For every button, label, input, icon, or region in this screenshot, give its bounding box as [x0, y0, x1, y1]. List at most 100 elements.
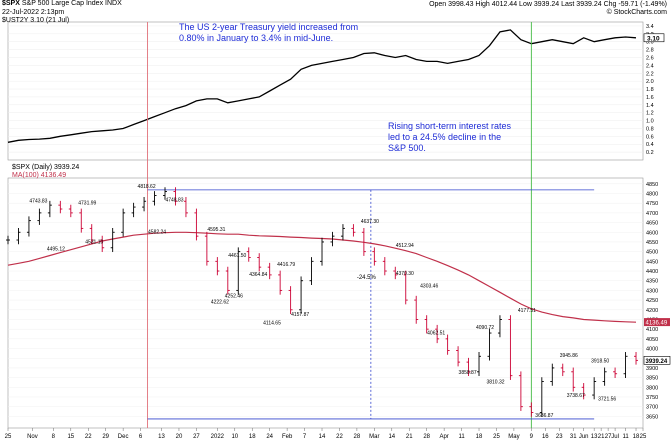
- price-data-label: 4222.62: [211, 299, 229, 305]
- price-bar: [340, 224, 345, 241]
- price-tick-label: 4300: [646, 288, 658, 294]
- x-tick-label: 18: [249, 434, 256, 440]
- x-tick-label: 29: [102, 434, 109, 440]
- price-bar: [194, 208, 199, 241]
- x-tick-label: 13: [158, 434, 165, 440]
- price-data-label: 3918.50: [591, 358, 609, 364]
- annotation-upper: The US 2-year Treasury yield increased f…: [179, 22, 359, 43]
- price-tick-label: 4700: [646, 211, 658, 217]
- x-tick-label: 27: [193, 434, 200, 440]
- price-data-label: 4252.46: [225, 294, 243, 300]
- quote-chg: -59.71 (-1.49%): [618, 1, 667, 8]
- price-bar: [6, 235, 10, 245]
- price-tick-label: 4750: [646, 201, 658, 207]
- price-data-label: 3721.56: [598, 397, 616, 403]
- x-tick-label: 14: [319, 434, 326, 440]
- price-bar: [518, 371, 523, 411]
- price-bar: [131, 202, 136, 218]
- price-bar: [456, 346, 461, 367]
- price-tick-label: 4450: [646, 259, 658, 265]
- price-tick-label: 3700: [646, 405, 658, 411]
- price-bar: [382, 257, 387, 276]
- price-bar: [361, 228, 366, 256]
- x-tick-label: 25: [5, 434, 12, 440]
- price-tick-label: 4850: [646, 182, 658, 188]
- price-bar: [508, 315, 513, 380]
- price-data-label: 3636.87: [535, 413, 553, 419]
- price-data-label: 4637.30: [361, 219, 379, 225]
- price-tick-label: 4650: [646, 221, 658, 227]
- chart-date: 22-Jul-2022 2:13pm: [2, 9, 65, 16]
- price-bar: [372, 247, 377, 266]
- price-tick-label: 3800: [646, 385, 658, 391]
- price-tick-label: 4350: [646, 279, 658, 285]
- symbol-name: S&P 500 Large Cap Index: [21, 0, 104, 7]
- price-data-label: 4364.84: [249, 272, 267, 278]
- x-tick-label: 10: [231, 434, 238, 440]
- x-axis: 25 Nov 8 15 22 29 Dec 6 13 20 27 2022 10 18 24 Feb 7 14 22…: [5, 428, 647, 440]
- price-bar: [257, 253, 262, 272]
- quote-high: 4012.44: [491, 1, 518, 8]
- x-tick-label: Dec: [118, 434, 129, 440]
- price-bar: [393, 266, 398, 280]
- annotation-lower: Rising short-term interest rates led to …: [388, 121, 512, 153]
- price-bar: [581, 383, 586, 400]
- price-data-label: 3810.32: [486, 379, 504, 385]
- price-bar: [47, 200, 52, 218]
- x-tick-label: 18: [633, 434, 640, 440]
- price-data-label: 4731.99: [78, 201, 96, 207]
- price-frame: [7, 177, 644, 429]
- price-data-label: 4416.79: [277, 262, 295, 268]
- price-bar: [309, 257, 314, 285]
- price-data-label: 4748.83: [165, 197, 183, 203]
- price-bar: [445, 334, 450, 355]
- price-bar: [424, 315, 429, 334]
- price-bar: [100, 235, 105, 253]
- price-bar: [215, 257, 220, 276]
- yield-tick-label: 1.4: [646, 103, 654, 109]
- price-bar: [634, 352, 639, 365]
- x-tick-label: 2022: [211, 434, 225, 440]
- yield-tick-label: 3.4: [646, 24, 654, 30]
- chart-title: $SPX S&P 500 Large Cap Index INDX: [2, 0, 122, 7]
- yield-tick-label: 2.4: [646, 63, 654, 69]
- price-bar: [278, 270, 283, 295]
- quote-open: 3998.43: [448, 1, 474, 8]
- symbol: $SPX: [2, 0, 20, 7]
- x-tick-label: May: [508, 434, 519, 440]
- price-tick-label: 3650: [646, 414, 658, 420]
- price-bar: [173, 187, 178, 206]
- yield-frame: [7, 21, 644, 161]
- yield-tick-label: 2.0: [646, 79, 654, 85]
- x-tick-label: Mar: [369, 434, 379, 440]
- price-bar: [183, 196, 188, 218]
- price-data-label: 4495.12: [47, 247, 65, 253]
- price-tick-label: 3750: [646, 395, 658, 401]
- x-tick-label: 11: [622, 434, 629, 440]
- price-legend: $SPX (Daily) 3939.24: [12, 164, 80, 171]
- price-tick-label: 4250: [646, 298, 658, 304]
- price-bar: [592, 377, 597, 400]
- price-tick-label: 4550: [646, 240, 658, 246]
- price-bar: [539, 377, 544, 417]
- price-data-label: 4370.30: [396, 271, 414, 277]
- price-bar: [26, 216, 31, 237]
- price-bar: [320, 237, 325, 266]
- x-tick-label: Nov: [27, 434, 38, 440]
- price-bar: [16, 228, 21, 245]
- x-tick-label: 11: [458, 434, 465, 440]
- x-tick-label: 22: [85, 434, 92, 440]
- price-bar: [613, 367, 618, 378]
- price-bar: [110, 228, 115, 253]
- x-tick-label: 13: [591, 434, 598, 440]
- price-bar: [477, 352, 482, 377]
- price-data-label: 4743.83: [29, 198, 47, 204]
- yield-last-label: 3.10: [647, 35, 660, 42]
- x-tick-label: 27: [605, 434, 612, 440]
- price-tick-label: 3850: [646, 376, 658, 382]
- x-tick-label: 31: [570, 434, 577, 440]
- x-tick-label: 16: [542, 434, 549, 440]
- price-bar: [550, 363, 555, 386]
- yield-tick-label: 1.8: [646, 87, 654, 93]
